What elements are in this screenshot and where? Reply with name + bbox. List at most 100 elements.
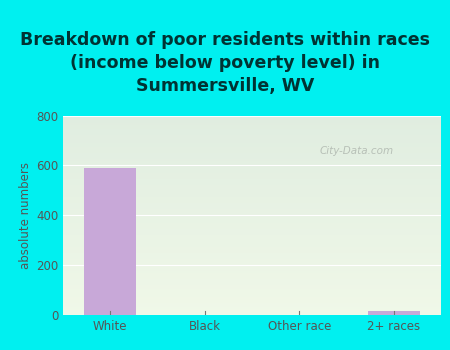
Bar: [63, 305, 441, 307]
Bar: [63, 261, 441, 263]
Bar: [63, 167, 441, 169]
Bar: [63, 289, 441, 291]
Bar: [63, 311, 441, 313]
Bar: [63, 172, 441, 173]
Bar: [63, 193, 441, 195]
Bar: [63, 169, 441, 172]
Bar: [63, 277, 441, 279]
Text: Breakdown of poor residents within races
(income below poverty level) in
Summers: Breakdown of poor residents within races…: [20, 31, 430, 95]
Bar: [63, 118, 441, 119]
Bar: [63, 227, 441, 229]
Bar: [63, 267, 441, 269]
Bar: [63, 155, 441, 158]
Bar: [63, 153, 441, 155]
Bar: [63, 209, 441, 211]
Bar: [63, 197, 441, 199]
Bar: [63, 299, 441, 301]
Bar: [84, 168, 136, 315]
Bar: [63, 139, 441, 141]
Bar: [63, 279, 441, 281]
Bar: [63, 159, 441, 161]
Bar: [63, 130, 441, 132]
Bar: [63, 124, 441, 126]
Bar: [63, 281, 441, 283]
Bar: [63, 249, 441, 251]
Bar: [63, 223, 441, 225]
Bar: [63, 127, 441, 130]
Bar: [63, 295, 441, 297]
Bar: [63, 177, 441, 179]
Bar: [63, 175, 441, 177]
Bar: [63, 205, 441, 207]
Bar: [63, 187, 441, 189]
Bar: [63, 253, 441, 255]
Bar: [63, 271, 441, 273]
Bar: [63, 231, 441, 233]
Bar: [63, 301, 441, 303]
Bar: [63, 116, 441, 118]
Bar: [63, 186, 441, 187]
Bar: [63, 119, 441, 121]
Bar: [63, 199, 441, 201]
Bar: [63, 201, 441, 203]
Bar: [63, 161, 441, 163]
Bar: [63, 211, 441, 213]
Bar: [63, 166, 441, 167]
Bar: [63, 241, 441, 243]
Bar: [63, 303, 441, 305]
Bar: [63, 235, 441, 237]
Bar: [63, 203, 441, 205]
Bar: [63, 237, 441, 239]
Bar: [63, 221, 441, 223]
Text: City-Data.com: City-Data.com: [320, 146, 394, 156]
Bar: [63, 269, 441, 271]
Bar: [63, 297, 441, 299]
Y-axis label: absolute numbers: absolute numbers: [19, 162, 32, 269]
Bar: [63, 195, 441, 197]
Bar: [63, 132, 441, 133]
Bar: [63, 255, 441, 257]
Bar: [63, 273, 441, 275]
Bar: [63, 307, 441, 309]
Bar: [63, 283, 441, 285]
Bar: [63, 191, 441, 193]
Bar: [63, 141, 441, 144]
Bar: [63, 133, 441, 135]
Bar: [63, 173, 441, 175]
Bar: [63, 149, 441, 152]
Bar: [63, 213, 441, 215]
Bar: [63, 233, 441, 235]
Bar: [63, 275, 441, 277]
Bar: [63, 219, 441, 221]
Bar: [63, 265, 441, 267]
Bar: [63, 245, 441, 247]
Bar: [63, 158, 441, 159]
Bar: [63, 135, 441, 138]
Bar: [63, 189, 441, 191]
Bar: [63, 287, 441, 289]
Bar: [63, 138, 441, 139]
Bar: [63, 309, 441, 311]
Bar: [63, 239, 441, 241]
Bar: [63, 263, 441, 265]
Bar: [63, 183, 441, 186]
Bar: [63, 215, 441, 217]
Bar: [63, 225, 441, 227]
Bar: [63, 217, 441, 219]
Bar: [63, 179, 441, 181]
Bar: [63, 126, 441, 127]
Bar: [368, 310, 420, 315]
Bar: [63, 291, 441, 293]
Bar: [63, 247, 441, 249]
Bar: [63, 181, 441, 183]
Bar: [63, 163, 441, 166]
Bar: [63, 144, 441, 146]
Bar: [63, 207, 441, 209]
Bar: [63, 257, 441, 259]
Bar: [63, 259, 441, 261]
Bar: [63, 147, 441, 149]
Bar: [63, 293, 441, 295]
Bar: [63, 285, 441, 287]
Bar: [63, 243, 441, 245]
Bar: [63, 251, 441, 253]
